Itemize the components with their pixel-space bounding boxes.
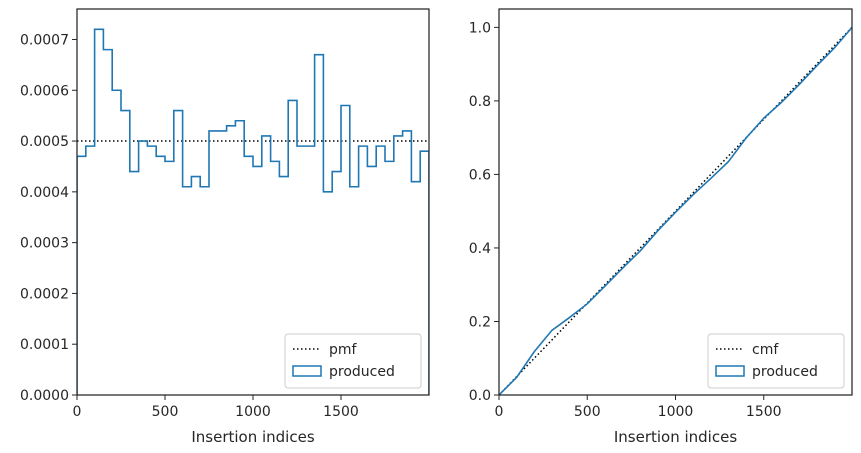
y-tick-label: 0.8 xyxy=(469,94,491,110)
x-tick-label: 500 xyxy=(574,404,601,420)
x-axis-label: Insertion indices xyxy=(191,428,314,446)
y-tick-label: 1.0 xyxy=(469,20,491,36)
y-tick-label: 0.0005 xyxy=(20,134,69,150)
y-tick-label: 0.4 xyxy=(469,241,491,257)
y-tick-label: 0.0006 xyxy=(20,83,69,99)
y-tick-label: 0.2 xyxy=(469,314,491,330)
x-tick-label: 1500 xyxy=(323,404,359,420)
x-tick-label: 0 xyxy=(495,404,504,420)
y-tick-label: 0.0000 xyxy=(20,388,69,404)
legend-label-produced: produced xyxy=(752,364,818,380)
x-tick-label: 1000 xyxy=(235,404,271,420)
figure: 0.00000.00010.00020.00030.00040.00050.00… xyxy=(0,0,861,453)
x-tick-label: 0 xyxy=(73,404,82,420)
cmf-cumulative-panel: 0.0 0.2 0.4 0.6 0.8 1.0 0 500 1000 1500 Insertion … xyxy=(469,9,852,446)
y-tick-label: 0.0002 xyxy=(20,286,69,302)
x-tick-label: 1000 xyxy=(658,404,694,420)
y-tick-label: 0.0 xyxy=(469,388,491,404)
y-tick-label: 0.0007 xyxy=(20,32,69,48)
x-tick-label: 1500 xyxy=(746,404,782,420)
pmf-histogram-panel: 0.0000 0.0001 0.0002 0.0003 0.0004 0.0005 0.00… xyxy=(20,9,429,446)
y-tick-label: 0.0001 xyxy=(20,337,69,353)
y-tick-label: 0.6 xyxy=(469,167,491,183)
legend-label-pmf: pmf xyxy=(329,342,358,358)
x-tick-label: 500 xyxy=(152,404,179,420)
y-tick-label: 0.0004 xyxy=(20,185,69,201)
legend-label-produced: produced xyxy=(329,364,395,380)
x-axis-label: Insertion indices xyxy=(614,428,737,446)
legend-label-cmf: cmf xyxy=(752,342,779,358)
y-tick-label: 0.0003 xyxy=(20,236,69,252)
